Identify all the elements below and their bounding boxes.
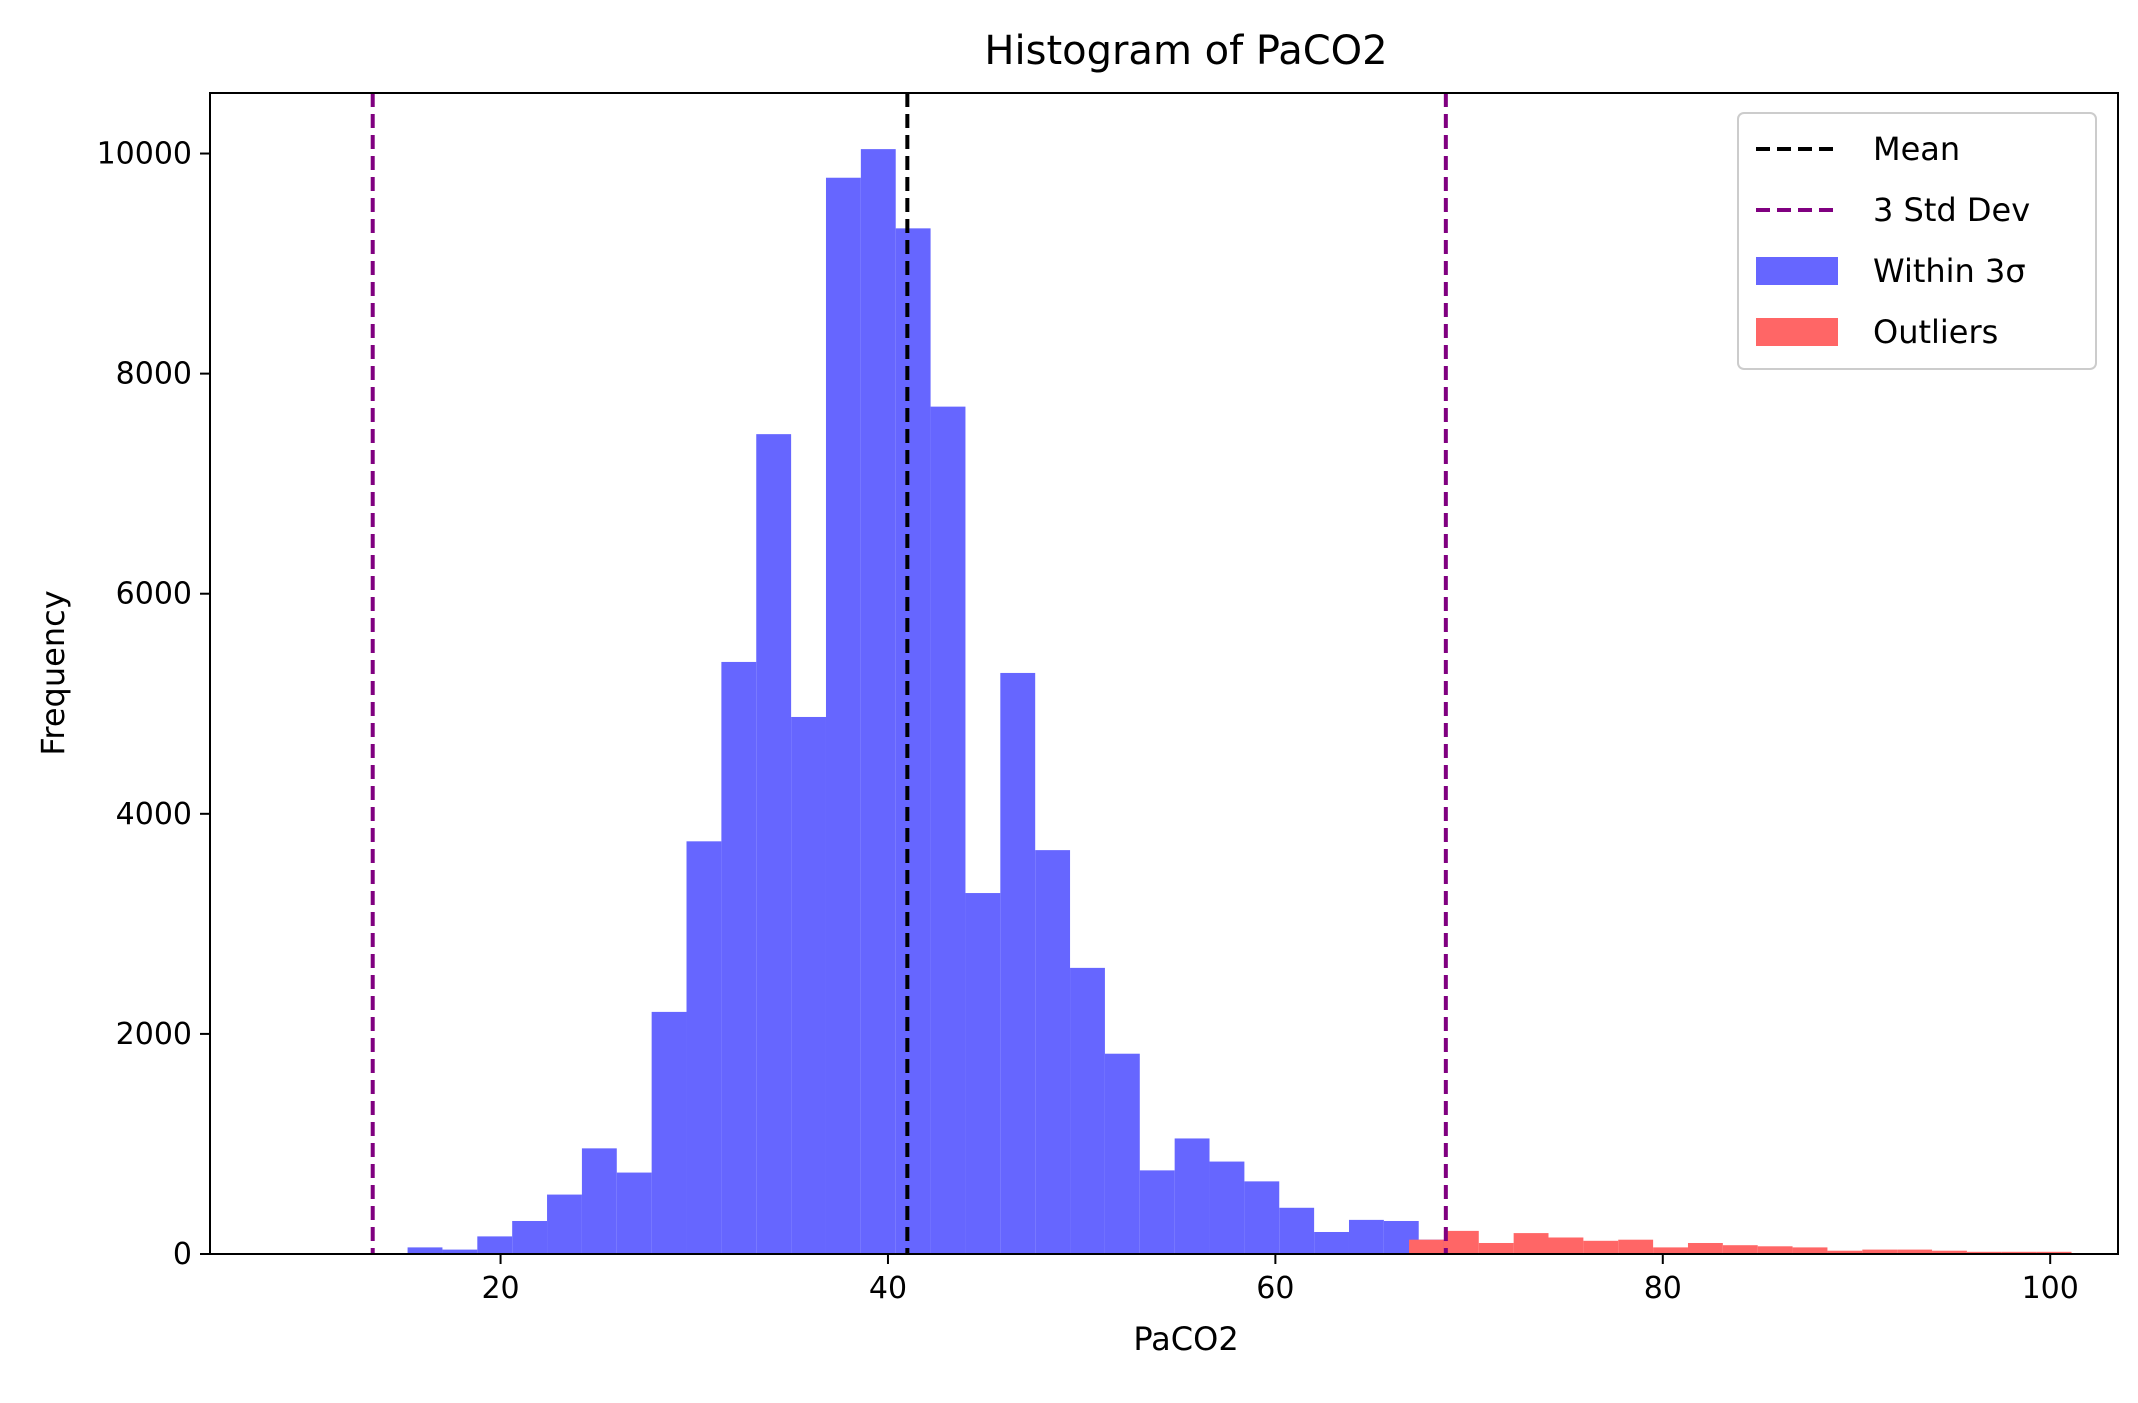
within-bar [1000, 672, 1036, 1254]
within-bar [1279, 1207, 1315, 1254]
outlier-bar [1443, 1230, 1479, 1254]
outlier-bar [1932, 1250, 1967, 1254]
within-bar [442, 1249, 478, 1254]
legend-item-outliers-label: Outliers [1873, 313, 1998, 351]
x-axis-label: PaCO2 [1133, 1320, 1238, 1358]
y-tick-label: 2000 [116, 1017, 192, 1052]
legend: Mean 3 Std Dev Within 3σ Outliers [1737, 112, 2097, 370]
within-bar [1035, 850, 1071, 1254]
within-bar [1209, 1161, 1245, 1254]
outlier-bar [2001, 1251, 2037, 1254]
legend-item-within-3-label: Within 3σ [1873, 252, 2026, 290]
chart-title: Histogram of PaCO2 [984, 28, 1387, 74]
outlier-bar [1862, 1249, 1898, 1254]
y-axis-ticks: 0 2000 4000 6000 8000 10000 [97, 137, 210, 1272]
within-bar [1314, 1231, 1349, 1254]
within-bar [791, 716, 826, 1254]
within-bar [1139, 1170, 1175, 1254]
legend-box [1737, 112, 2097, 370]
x-tick-label: 80 [1644, 1271, 1682, 1306]
outlier-bar [1792, 1247, 1828, 1254]
within-bar [407, 1247, 443, 1254]
x-tick-label: 40 [869, 1271, 907, 1306]
within-bar [895, 228, 931, 1255]
outlier-bar [1478, 1242, 1514, 1254]
legend-item-within-3-swatch [1756, 257, 1838, 285]
within-bar [1104, 1053, 1140, 1254]
within-bar [930, 406, 966, 1254]
within-bar [616, 1172, 652, 1254]
x-axis-ticks: 20 40 60 80 100 [481, 1254, 2079, 1306]
x-tick-label: 60 [1256, 1271, 1294, 1306]
outlier-bar [1897, 1249, 1933, 1254]
outlier-bar [1583, 1240, 1619, 1254]
within-bar [512, 1220, 548, 1254]
within-bar [651, 1011, 687, 1254]
x-tick-label: 100 [2022, 1271, 2079, 1306]
within-bar [1070, 967, 1105, 1254]
within-bar [756, 434, 792, 1254]
histogram-bars [407, 149, 2072, 1255]
outlier-bar [1722, 1245, 1758, 1254]
within-bar [860, 149, 896, 1255]
within-bar [686, 841, 722, 1254]
outlier-bar [1827, 1250, 1863, 1254]
outlier-bar [1687, 1242, 1723, 1254]
within-bar [825, 177, 861, 1255]
legend-item-3-std-dev-label: 3 Std Dev [1873, 191, 2030, 229]
y-tick-label: 10000 [97, 137, 192, 172]
within-bar [721, 661, 757, 1254]
outlier-bar [1966, 1251, 2002, 1254]
outlier-bar [1409, 1239, 1444, 1254]
legend-item-mean-label: Mean [1873, 130, 1960, 168]
legend-item-outliers-swatch [1756, 318, 1838, 346]
x-tick-label: 20 [481, 1271, 519, 1306]
y-tick-label: 6000 [116, 577, 192, 612]
within-bar [1174, 1138, 1210, 1254]
y-tick-label: 4000 [116, 797, 192, 832]
y-tick-label: 8000 [116, 357, 192, 392]
within-bar [1244, 1181, 1280, 1254]
outlier-bar [1757, 1246, 1793, 1254]
within-bar [547, 1194, 582, 1254]
outlier-bar [1548, 1237, 1584, 1254]
y-tick-label: 0 [173, 1237, 192, 1272]
within-bar [1348, 1219, 1384, 1254]
y-axis-label: Frequency [34, 590, 72, 755]
outlier-bar [2036, 1251, 2072, 1254]
outlier-bar [1513, 1233, 1549, 1254]
within-bar [477, 1236, 513, 1254]
outlier-bar [1653, 1247, 1688, 1254]
plot-frame [209, 92, 2119, 1255]
reference-lines [370, 93, 1448, 1254]
within-bar [581, 1148, 617, 1254]
within-bar [965, 893, 1001, 1254]
outlier-bar [1618, 1239, 1654, 1254]
